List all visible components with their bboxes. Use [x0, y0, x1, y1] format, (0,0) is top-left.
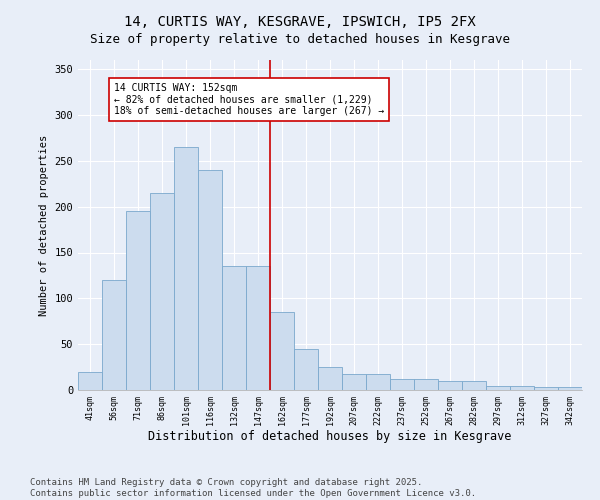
- Bar: [246, 266, 270, 390]
- Text: Contains HM Land Registry data © Crown copyright and database right 2025.
Contai: Contains HM Land Registry data © Crown c…: [30, 478, 476, 498]
- Bar: [294, 349, 318, 390]
- Bar: [78, 372, 102, 390]
- Bar: [414, 379, 438, 390]
- Bar: [390, 379, 414, 390]
- Bar: [102, 280, 126, 390]
- Bar: [438, 381, 462, 390]
- Bar: [318, 367, 342, 390]
- Bar: [198, 170, 222, 390]
- Bar: [342, 374, 366, 390]
- Bar: [462, 381, 486, 390]
- X-axis label: Distribution of detached houses by size in Kesgrave: Distribution of detached houses by size …: [148, 430, 512, 444]
- Y-axis label: Number of detached properties: Number of detached properties: [39, 134, 49, 316]
- Bar: [558, 387, 582, 390]
- Text: Size of property relative to detached houses in Kesgrave: Size of property relative to detached ho…: [90, 32, 510, 46]
- Bar: [126, 211, 150, 390]
- Bar: [270, 312, 294, 390]
- Bar: [510, 386, 534, 390]
- Text: 14 CURTIS WAY: 152sqm
← 82% of detached houses are smaller (1,229)
18% of semi-d: 14 CURTIS WAY: 152sqm ← 82% of detached …: [114, 83, 384, 116]
- Bar: [486, 386, 510, 390]
- Bar: [174, 147, 198, 390]
- Bar: [150, 193, 174, 390]
- Text: 14, CURTIS WAY, KESGRAVE, IPSWICH, IP5 2FX: 14, CURTIS WAY, KESGRAVE, IPSWICH, IP5 2…: [124, 15, 476, 29]
- Bar: [366, 374, 390, 390]
- Bar: [222, 266, 246, 390]
- Bar: [534, 387, 558, 390]
